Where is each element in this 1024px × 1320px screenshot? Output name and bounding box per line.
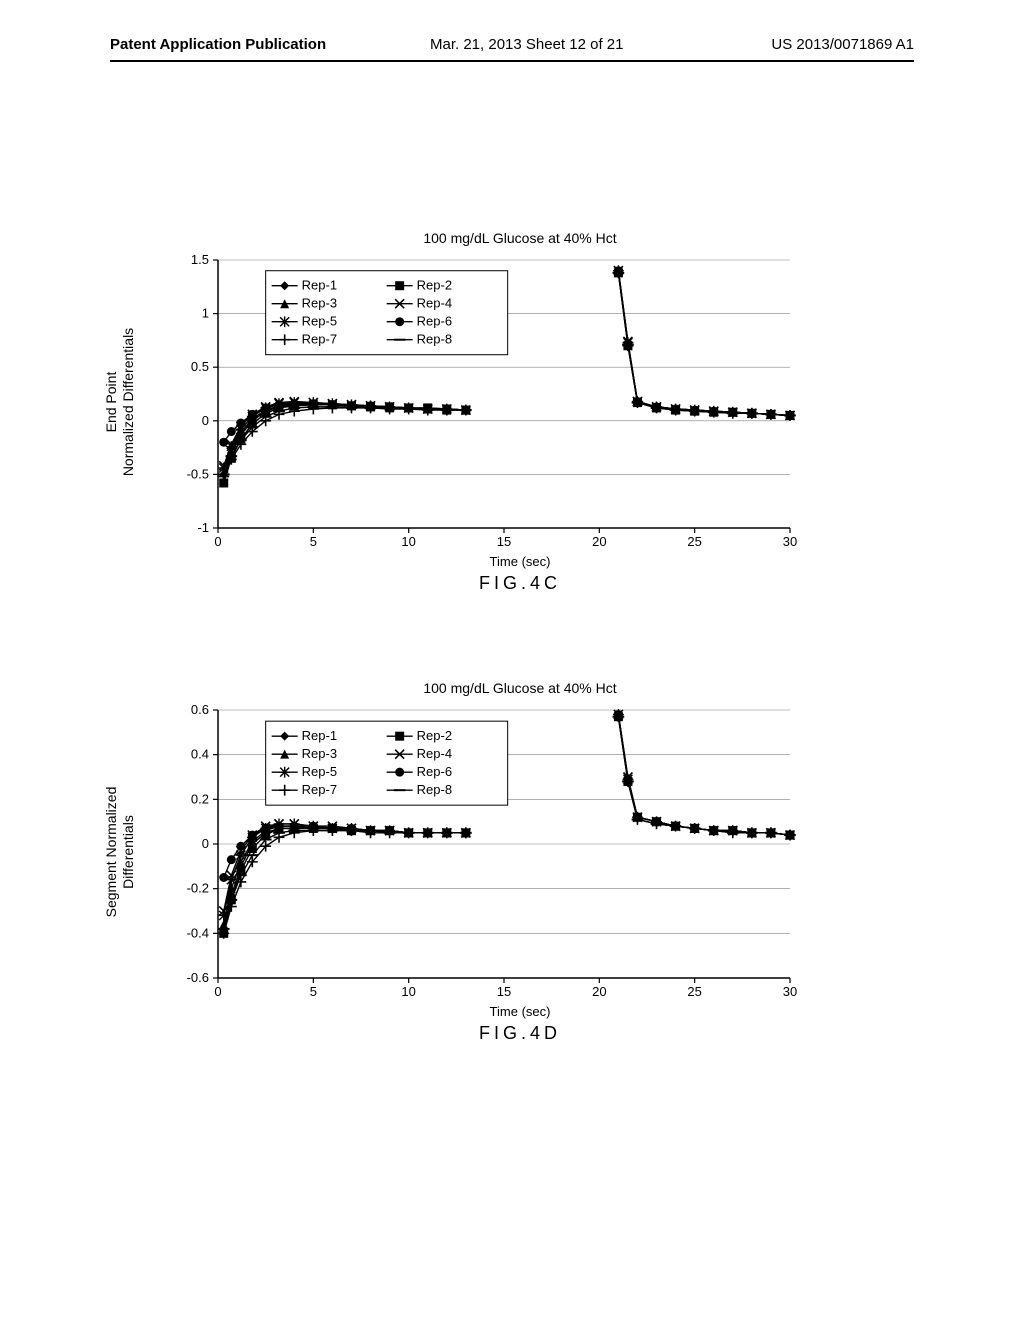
plot-area: Segment NormalizedDifferentials-0.6-0.4-…	[160, 702, 880, 1002]
svg-text:0.2: 0.2	[191, 791, 209, 806]
svg-text:Rep-3: Rep-3	[302, 296, 337, 311]
svg-text:-0.2: -0.2	[187, 881, 209, 896]
svg-text:1: 1	[202, 306, 209, 321]
svg-text:0.5: 0.5	[191, 359, 209, 374]
svg-text:Rep-2: Rep-2	[417, 278, 452, 293]
svg-text:0: 0	[202, 413, 209, 428]
svg-text:0.6: 0.6	[191, 702, 209, 717]
chart-title: 100 mg/dL Glucose at 40% Hct	[160, 230, 880, 246]
svg-text:0: 0	[202, 836, 209, 851]
header-rule	[110, 60, 914, 62]
figure-label: FIG.4D	[160, 1023, 880, 1044]
svg-text:Rep-4: Rep-4	[417, 746, 452, 761]
svg-text:Rep-2: Rep-2	[417, 728, 452, 743]
svg-text:Rep-6: Rep-6	[417, 764, 452, 779]
x-axis-label: Time (sec)	[160, 1004, 880, 1019]
svg-text:10: 10	[401, 534, 415, 549]
svg-text:5: 5	[310, 534, 317, 549]
svg-text:-0.4: -0.4	[187, 925, 209, 940]
svg-text:25: 25	[687, 984, 701, 999]
svg-text:0.4: 0.4	[191, 747, 209, 762]
svg-text:Rep-4: Rep-4	[417, 296, 452, 311]
svg-text:Rep-1: Rep-1	[302, 728, 337, 743]
svg-text:30: 30	[783, 984, 797, 999]
svg-text:-0.6: -0.6	[187, 970, 209, 985]
svg-text:5: 5	[310, 984, 317, 999]
svg-text:15: 15	[497, 984, 511, 999]
chart-fig4c: -1 -0.5 0 0.5 1 1.5 0 5 10 15 20 25 30 Rep-1 Rep-2 Rep-…	[160, 252, 800, 552]
header-left: Patent Application Publication	[110, 36, 326, 53]
y-axis-label: End PointNormalized Differentials	[103, 328, 137, 476]
chart-fig4d: -0.6 -0.4 -0.2 0 0.2 0.4 0.6 0 5 10 15 20 25 30 Rep-1 R…	[160, 702, 800, 1002]
svg-text:20: 20	[592, 534, 606, 549]
svg-text:0: 0	[214, 534, 221, 549]
svg-text:30: 30	[783, 534, 797, 549]
svg-text:Rep-1: Rep-1	[302, 278, 337, 293]
chart-wrap-fig4d: 100 mg/dL Glucose at 40% HctSegment Norm…	[160, 680, 880, 1044]
svg-text:Rep-6: Rep-6	[417, 314, 452, 329]
svg-text:15: 15	[497, 534, 511, 549]
x-axis-label: Time (sec)	[160, 554, 880, 569]
plot-area: End PointNormalized Differentials-1-0.50…	[160, 252, 880, 552]
svg-text:20: 20	[592, 984, 606, 999]
svg-text:Rep-3: Rep-3	[302, 746, 337, 761]
header-right: US 2013/0071869 A1	[771, 36, 914, 53]
svg-text:Rep-8: Rep-8	[417, 782, 452, 797]
svg-text:10: 10	[401, 984, 415, 999]
header-mid: Mar. 21, 2013 Sheet 12 of 21	[430, 36, 623, 53]
y-axis-label: Segment NormalizedDifferentials	[103, 787, 137, 918]
svg-text:25: 25	[687, 534, 701, 549]
svg-text:Rep-8: Rep-8	[417, 332, 452, 347]
svg-text:Rep-5: Rep-5	[302, 314, 337, 329]
svg-text:0: 0	[214, 984, 221, 999]
svg-text:Rep-7: Rep-7	[302, 332, 337, 347]
svg-text:1.5: 1.5	[191, 252, 209, 267]
svg-text:-1: -1	[197, 520, 209, 535]
svg-text:-0.5: -0.5	[187, 466, 209, 481]
figure-label: FIG.4C	[160, 573, 880, 594]
svg-text:Rep-7: Rep-7	[302, 782, 337, 797]
chart-title: 100 mg/dL Glucose at 40% Hct	[160, 680, 880, 696]
svg-text:Rep-5: Rep-5	[302, 764, 337, 779]
chart-wrap-fig4c: 100 mg/dL Glucose at 40% HctEnd PointNor…	[160, 230, 880, 594]
